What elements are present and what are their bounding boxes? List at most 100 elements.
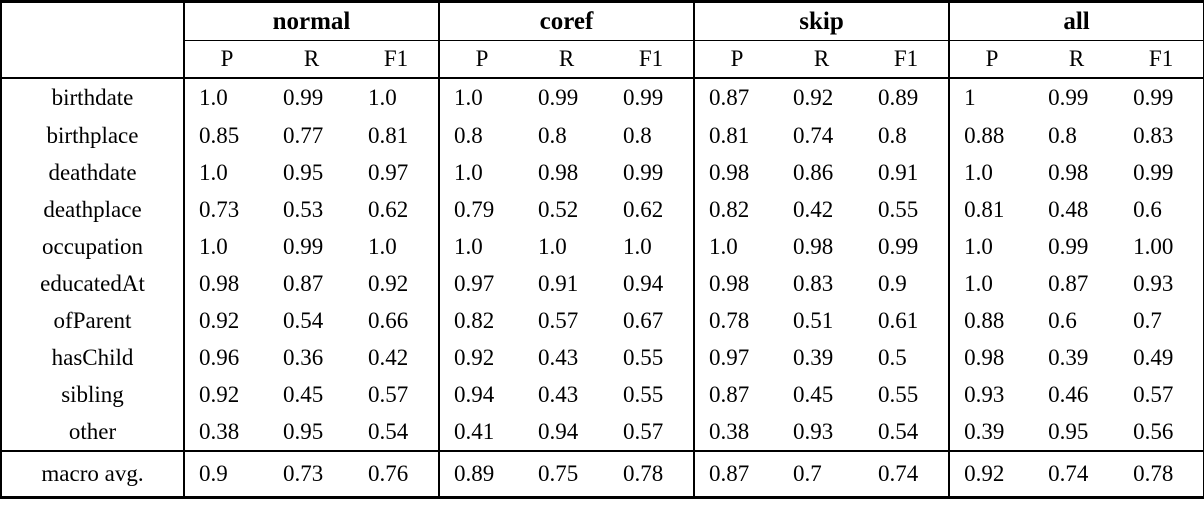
table-header: normal coref skip all P R F1 P R F1 P R … — [1, 1, 1204, 79]
metric-value: 1.0 — [623, 233, 652, 259]
metric-value: 0.9 — [183, 450, 269, 498]
metric-header-p: P — [183, 40, 269, 79]
metric-value: 0.8 — [878, 122, 907, 148]
metric-value: 0.83 — [793, 270, 834, 296]
metric-header-p: P — [693, 40, 780, 79]
metric-value: 1.0 — [438, 78, 524, 117]
table-row-deathdate: deathdate 1.0 0.95 0.97 1.0 0.98 0.99 0.98 0.86 0… — [1, 154, 1204, 191]
metric-value: 0.8 — [623, 122, 652, 148]
metric-value: 0.83 — [1133, 122, 1174, 148]
metric-value: 0.94 — [538, 418, 579, 444]
metric-value: 0.95 — [1048, 418, 1089, 444]
metric-value: 0.57 — [623, 418, 664, 444]
metric-value: 1.0 — [948, 228, 1035, 265]
metric-value: 0.85 — [183, 117, 269, 154]
table-row-hasChild: hasChild 0.96 0.36 0.42 0.92 0.43 0.55 0.97 0.39… — [1, 339, 1204, 376]
group-header-skip: skip — [693, 1, 950, 41]
metric-header-r: R — [269, 40, 354, 79]
metric-value: 1.0 — [948, 154, 1035, 191]
metric-value: 0.93 — [948, 376, 1035, 413]
metric-header-r: R — [1034, 40, 1120, 79]
metric-value: 0.66 — [368, 307, 409, 333]
metric-value: 1 — [948, 78, 1035, 117]
metric-value: 1.0 — [948, 265, 1035, 302]
metric-value: 0.95 — [283, 159, 324, 185]
table-row-educatedAt: educatedAt 0.98 0.87 0.92 0.97 0.91 0.94 0.98 0.… — [1, 265, 1204, 302]
row-label: educatedAt — [40, 270, 145, 296]
metric-value: 0.81 — [948, 191, 1035, 228]
metric-header-p: P — [438, 40, 524, 79]
metric-value: 0.87 — [283, 270, 324, 296]
metric-value: 0.96 — [183, 339, 269, 376]
metric-value: 0.74 — [864, 450, 950, 498]
metric-value: 0.87 — [693, 450, 780, 498]
table-row-sibling: sibling 0.92 0.45 0.57 0.94 0.43 0.55 0.87 0.45 0… — [1, 376, 1204, 413]
metric-value: 0.98 — [948, 339, 1035, 376]
metric-value: 0.98 — [693, 265, 780, 302]
metric-value: 0.86 — [793, 159, 834, 185]
metric-value: 0.36 — [283, 344, 324, 370]
metric-header-r: R — [524, 40, 609, 79]
row-label: other — [68, 418, 117, 444]
metric-value: 0.73 — [269, 450, 354, 498]
metric-value: 0.74 — [793, 122, 834, 148]
metric-header-f1: F1 — [354, 40, 439, 79]
metric-value: 0.82 — [693, 191, 780, 228]
row-label: birthplace — [46, 122, 139, 148]
metric-value: 0.95 — [283, 418, 324, 444]
metric-header-f1: F1 — [864, 40, 950, 79]
table-footer: macro avg. 0.9 0.73 0.76 0.89 0.75 0.78 0.87 0.7… — [1, 450, 1204, 498]
metric-value: 0.92 — [948, 450, 1035, 498]
metric-value: 0.67 — [623, 307, 664, 333]
metric-value: 0.54 — [368, 418, 409, 444]
metric-header-f1: F1 — [1119, 40, 1204, 79]
metric-value: 0.99 — [1048, 233, 1089, 259]
table-row-ofParent: ofParent 0.92 0.54 0.66 0.82 0.57 0.67 0.78 0.51… — [1, 302, 1204, 339]
metric-value: 0.93 — [793, 418, 834, 444]
metric-value: 0.54 — [878, 418, 919, 444]
metric-value: 0.99 — [1133, 85, 1174, 110]
metric-value: 0.91 — [878, 159, 919, 185]
metric-value: 0.75 — [524, 450, 609, 498]
row-label: macro avg. — [1, 450, 184, 498]
corner-cell — [1, 1, 184, 79]
metric-value: 0.99 — [283, 85, 324, 110]
metric-value: 0.99 — [1048, 85, 1089, 110]
metric-value: 0.92 — [438, 339, 524, 376]
group-header-normal: normal — [183, 1, 439, 41]
row-label: occupation — [42, 233, 143, 259]
metric-value: 0.52 — [538, 196, 579, 222]
table-row-deathplace: deathplace 0.73 0.53 0.62 0.79 0.52 0.62 0.82 0.… — [1, 191, 1204, 228]
metric-value: 0.51 — [793, 307, 834, 333]
metric-value: 0.39 — [793, 344, 834, 370]
metric-value: 1.0 — [538, 233, 567, 259]
metric-value: 0.55 — [623, 381, 664, 407]
metric-value: 0.92 — [183, 376, 269, 413]
table-row-macro-avg: macro avg. 0.9 0.73 0.76 0.89 0.75 0.78 0.87 0.7… — [1, 450, 1204, 498]
metric-value: 0.88 — [948, 302, 1035, 339]
metric-value: 0.39 — [948, 413, 1035, 451]
metric-value: 0.76 — [354, 450, 439, 498]
metric-value: 0.97 — [693, 339, 780, 376]
metric-value: 0.55 — [878, 196, 919, 222]
metric-value: 0.6 — [1133, 196, 1162, 222]
metric-value: 0.55 — [878, 381, 919, 407]
metric-value: 0.45 — [793, 381, 834, 407]
metric-value: 0.88 — [948, 117, 1035, 154]
metric-value: 0.87 — [693, 376, 780, 413]
metric-header-row: P R F1 P R F1 P R F1 P R F1 — [1, 40, 1204, 79]
group-header-coref: coref — [437, 1, 695, 41]
group-header-all: all — [948, 1, 1204, 41]
metric-value: 0.42 — [793, 196, 834, 222]
metric-value: 0.46 — [1048, 381, 1089, 407]
metric-value: 0.42 — [368, 344, 409, 370]
row-label: deathdate — [48, 159, 137, 185]
metric-value: 0.97 — [368, 159, 409, 185]
metric-value: 0.7 — [1133, 307, 1162, 333]
metric-value: 0.56 — [1133, 418, 1174, 444]
metric-value: 0.73 — [183, 191, 269, 228]
metric-value: 0.39 — [1048, 344, 1089, 370]
table-row-birthdate: birthdate 1.0 0.99 1.0 1.0 0.99 0.99 0.87 0.92 0.… — [1, 78, 1204, 117]
metric-value: 0.45 — [283, 381, 324, 407]
